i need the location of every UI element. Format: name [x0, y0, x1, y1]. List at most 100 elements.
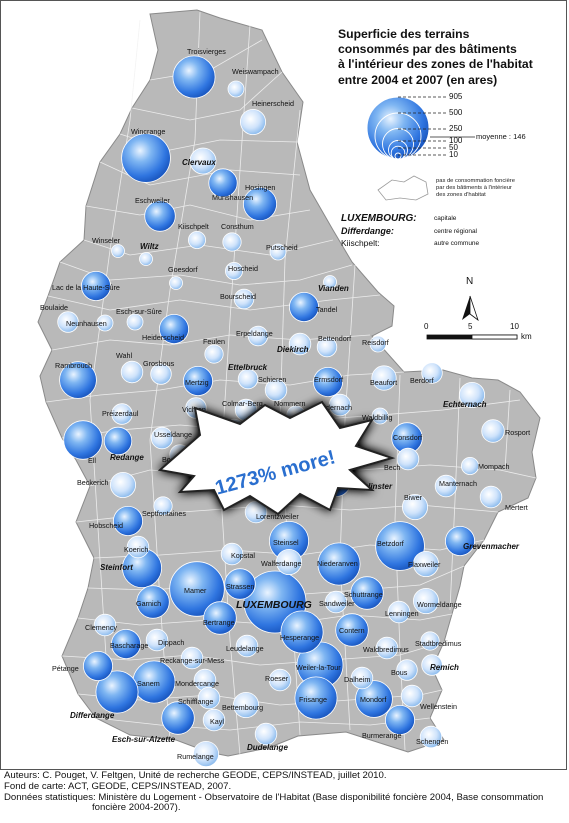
label-boulaide: Boulaide — [40, 303, 68, 312]
label-steinfort: Steinfort — [100, 563, 133, 572]
bubble-wellenstein — [400, 684, 424, 708]
bubble-septfontaines — [153, 496, 173, 516]
label-beckerich: Beckerich — [77, 478, 109, 487]
bubble-eschweiler — [144, 200, 176, 232]
footer-data-source: Données statistiques: Ministère du Logem… — [4, 791, 544, 803]
footer-authors: Auteurs: C. Pouget, V. Feltgen, Unité de… — [4, 770, 387, 781]
label-heinerscheid: Heinerscheid — [252, 99, 294, 108]
scale-tick-5: 5 — [468, 322, 473, 331]
label-betzdorf: Betzdorf — [377, 539, 404, 548]
bubble-erpeldange — [247, 325, 269, 347]
bubble-weiswampach — [227, 80, 245, 98]
label-echternach: Echternach — [443, 400, 487, 409]
label-stadtbredimus: Stadtbredimus — [415, 639, 462, 648]
label-usseldange: Usseldange — [154, 430, 192, 439]
legend-title-line-2: consommés par des bâtiments — [338, 42, 517, 57]
label-rosport: Rosport — [505, 428, 530, 437]
label-ell: Ell — [88, 456, 96, 465]
label-kiischpelt: Kiischpelt — [178, 222, 209, 231]
bubble-tandel — [288, 291, 319, 322]
bubble-burmerange — [384, 705, 415, 736]
label-biwer: Biwer — [404, 493, 423, 502]
bubble-hesperange — [280, 610, 324, 654]
bubble-reckange-sur-mess — [180, 646, 204, 670]
bubble-diekirch — [288, 332, 312, 356]
label-septfontaines: Septfontaines — [142, 509, 186, 518]
legend-mean-label: moyenne : 146 — [476, 132, 526, 141]
label-garnich: Garnich — [136, 599, 161, 608]
bubble-niederanven — [317, 542, 361, 586]
label-junglinster: Junglinster — [349, 482, 393, 491]
label-weiswampach: Weiswampach — [232, 67, 279, 76]
label-bascharage: Bascharage — [110, 641, 148, 650]
label-pr-izerdaul: Préizerdaul — [102, 409, 139, 418]
bubble-mompach — [460, 456, 479, 475]
bubble-feulen — [204, 344, 224, 364]
label-lenningen: Lenningen — [385, 609, 419, 618]
label-wormeldange: Wormeldange — [417, 600, 462, 609]
bubble-hosingen — [242, 186, 277, 221]
label-vichten: Vichten — [182, 405, 206, 414]
bubble-boulaide — [57, 311, 79, 333]
bubble-echternach — [458, 381, 485, 408]
label-p-tange: Pétange — [52, 664, 79, 673]
label-hobscheid: Hobscheid — [89, 521, 123, 530]
label-bertrange: Bertrange — [203, 618, 235, 627]
label-luxembourg: LUXEMBOURG — [236, 599, 312, 611]
label-grevenmacher: Grevenmacher — [463, 542, 520, 551]
bubble-wahl — [120, 360, 144, 384]
footer-basemap: Fond de carte: ACT, GEODE, CEPS/INSTEAD,… — [4, 780, 232, 792]
label-bettendorf: Bettendorf — [318, 334, 351, 343]
bubble-goesdorf — [169, 276, 183, 290]
legend-other-example: Kiischpelt: — [341, 238, 380, 248]
label-lac-de-la-haute-s-re: Lac de la Haute-Sûre — [52, 283, 120, 292]
bubble-usseldange — [150, 426, 174, 450]
label-ettelbruck: Ettelbruck — [228, 363, 268, 372]
bubble-consthum — [222, 232, 242, 252]
bubble-biwer — [401, 493, 428, 520]
bubble-bettendorf — [316, 336, 338, 358]
bubble-kiischpelt — [187, 230, 206, 249]
label-mamer: Mamer — [184, 586, 207, 595]
label-clemency: Clemency — [85, 623, 117, 632]
label-schengen: Schengen — [416, 737, 448, 746]
bubble-leudelange — [235, 634, 259, 658]
bubble-grevenmacher — [444, 526, 475, 557]
bubble-clemency — [93, 613, 117, 637]
label-wincrange: Wincrange — [131, 127, 165, 136]
label-vianden: Vianden — [318, 284, 349, 293]
bubble-neunhausen — [96, 314, 114, 332]
legend-capital-label: capitale — [434, 215, 457, 222]
label-leudelange: Leudelange — [226, 644, 264, 653]
bubble-strassen — [224, 568, 256, 600]
bubble-ettelbruck — [237, 368, 259, 390]
label-lorentzweiler: Lorentzweiler — [256, 512, 299, 521]
label-eschweiler: Eschweiler — [135, 196, 170, 205]
bubble-hoscheid — [224, 261, 243, 280]
bubble-dudelange — [254, 722, 278, 746]
label-grosbous: Grosbous — [143, 359, 175, 368]
legend-value-50: 50 — [449, 143, 458, 152]
bubble-bascharage — [111, 629, 142, 660]
bubble-vianden — [323, 275, 337, 289]
bubble-schifflange — [197, 686, 221, 710]
bubble-mertert — [479, 485, 503, 509]
bubble-wormeldange — [412, 588, 439, 615]
bubble-dippach — [145, 628, 169, 652]
bubble-wincrange — [121, 133, 171, 183]
bubble-beckerich — [110, 471, 137, 498]
label-wiltz: Wiltz — [140, 242, 159, 251]
promo-starburst — [157, 400, 396, 516]
label-burmerange: Burmerange — [362, 731, 402, 740]
label-troisvierges: Troisvierges — [187, 47, 226, 56]
bubble-schengen — [419, 725, 443, 749]
label-reckange-sur-mess: Reckange-sur-Mess — [160, 656, 225, 665]
legend-value-500: 500 — [449, 108, 463, 117]
label-mertzig: Mertzig — [185, 378, 209, 387]
bubble-bertrange — [203, 601, 237, 635]
bubble-differdange — [95, 670, 139, 714]
scale-tick-10: 10 — [510, 322, 519, 331]
bubble-manternach — [434, 474, 458, 498]
bubble-esch-sur-alzette — [161, 701, 195, 735]
label-bous: Bous — [391, 668, 408, 677]
